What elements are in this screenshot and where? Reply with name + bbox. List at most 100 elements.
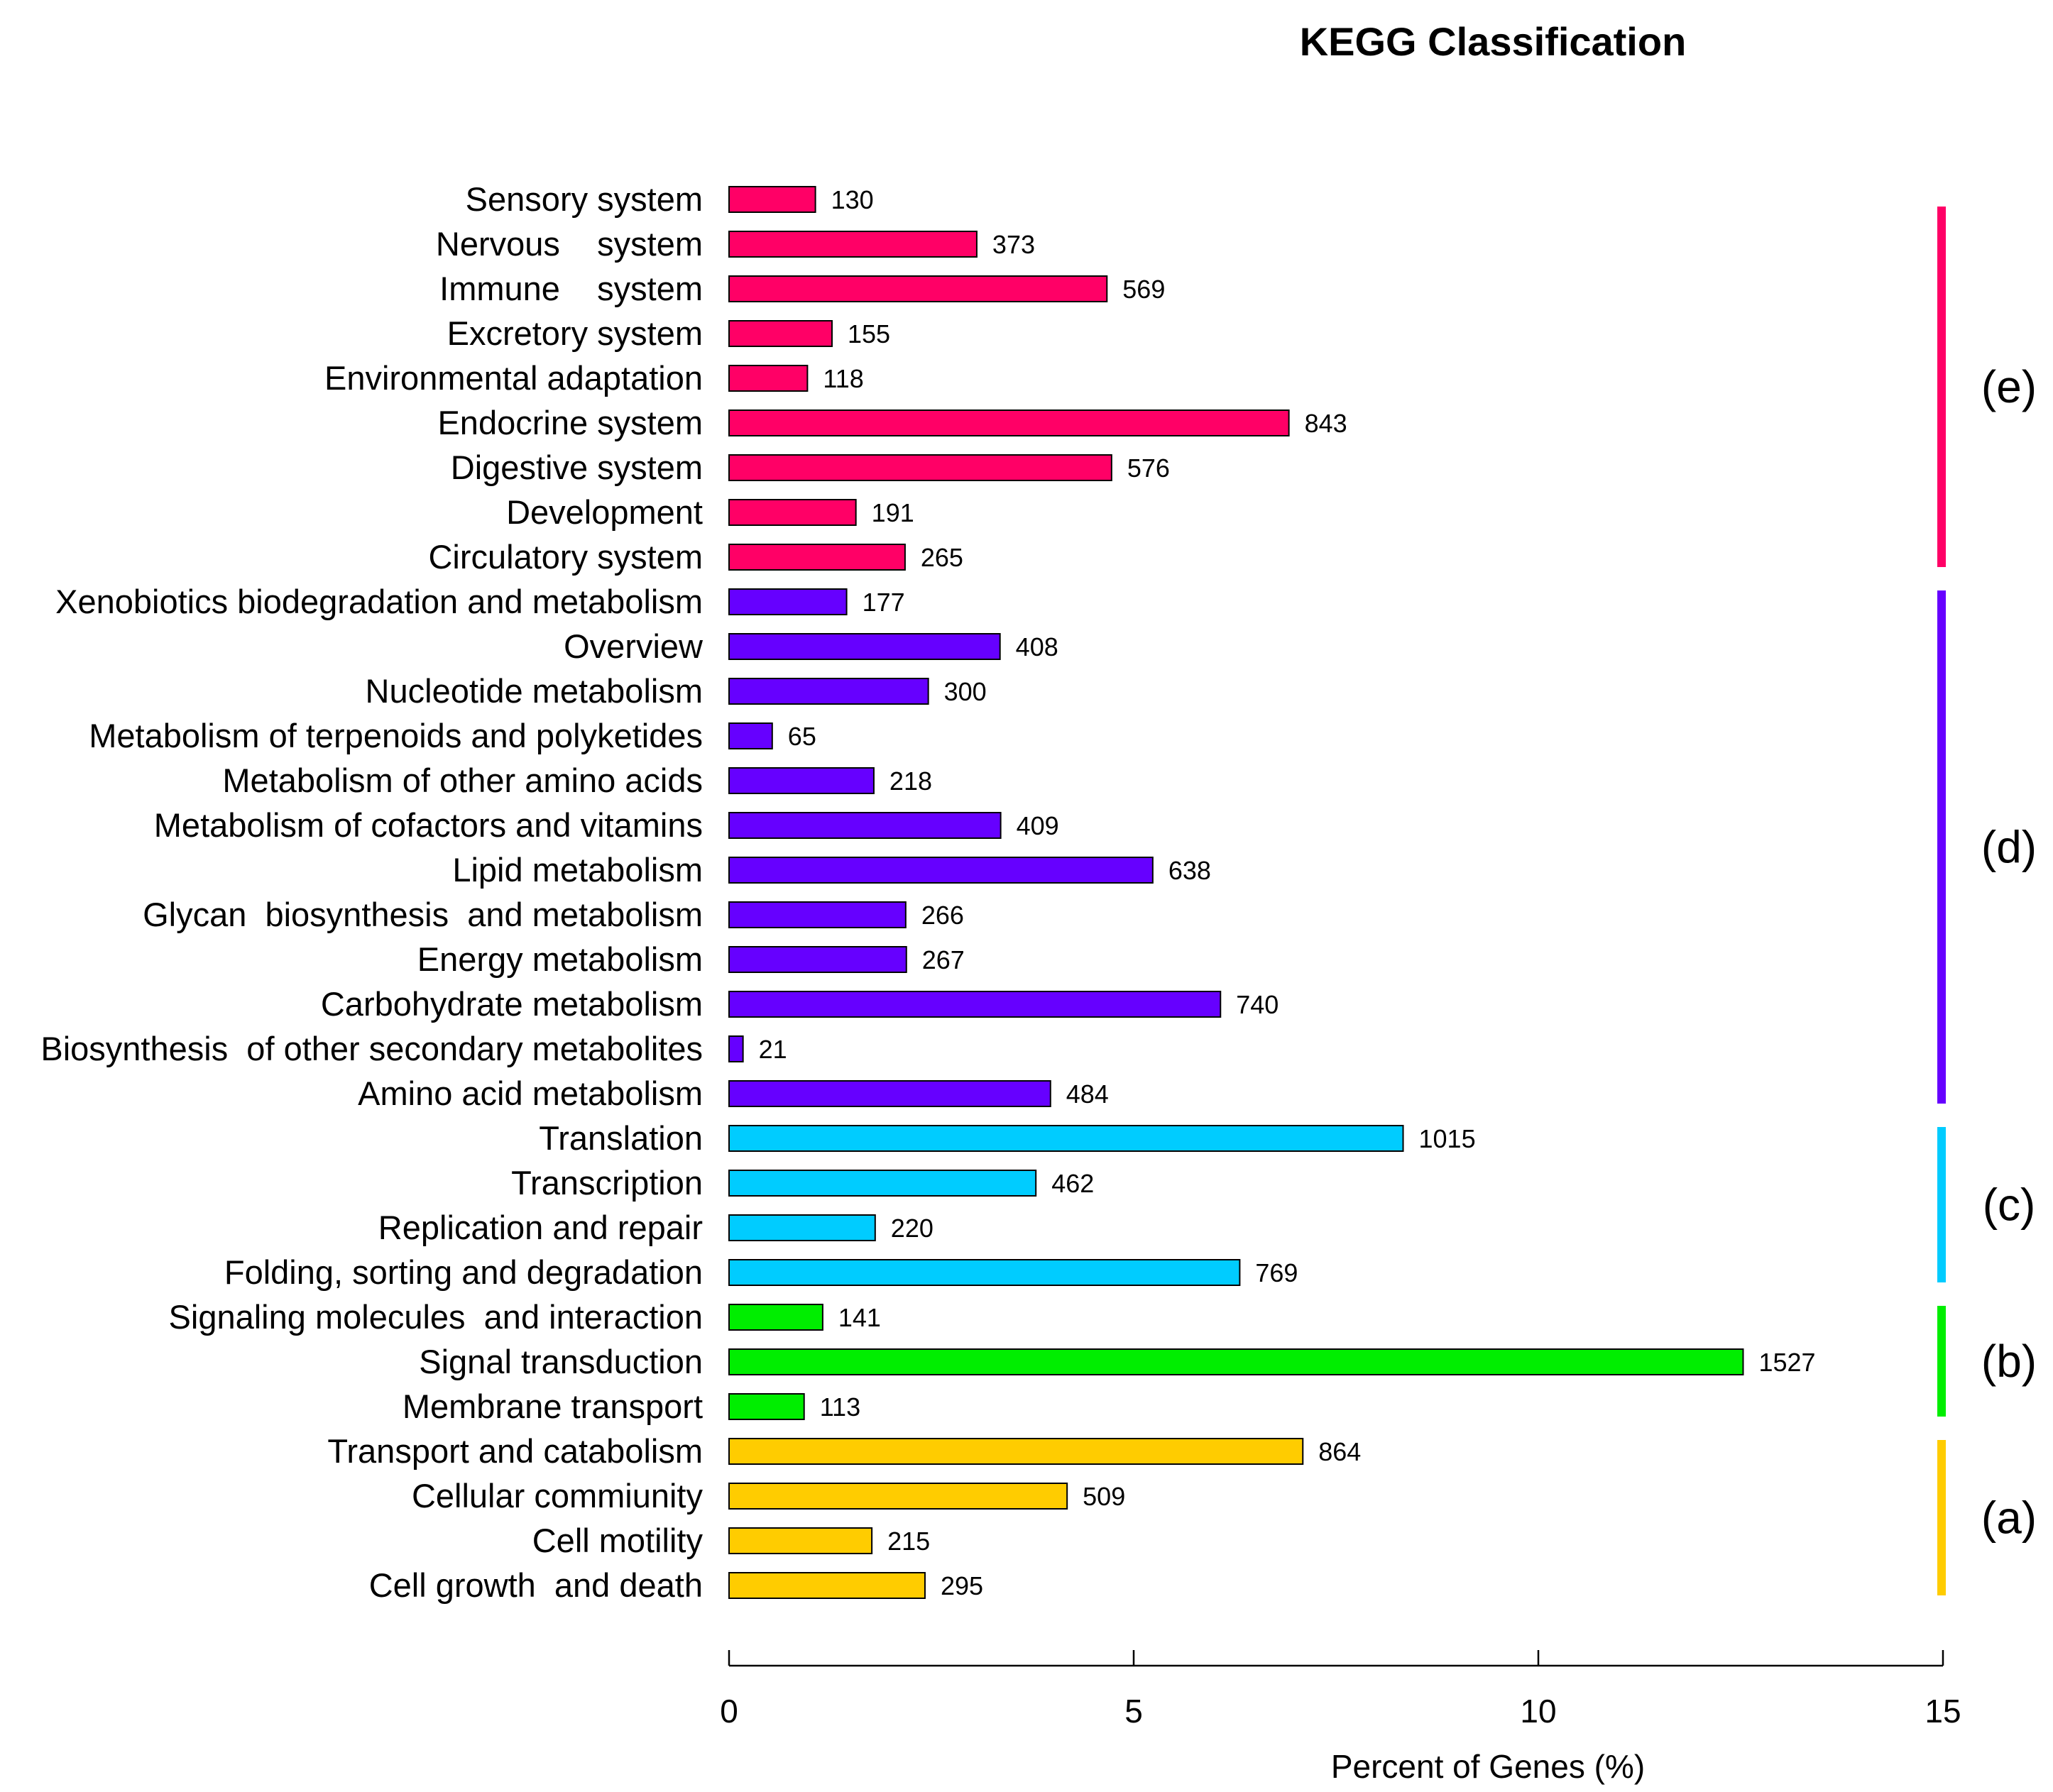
- bar: [728, 678, 929, 705]
- bar: [728, 857, 1154, 884]
- bar-row: Development 191: [506, 493, 914, 531]
- bar: [728, 454, 1112, 481]
- bar: [728, 1125, 1404, 1152]
- bar-row: Cell growth and death 295: [369, 1566, 983, 1604]
- bar-value-label: 509: [1083, 1482, 1125, 1511]
- bar: [728, 767, 875, 794]
- category-label: Sensory system: [466, 180, 703, 218]
- bar-value-label: 218: [889, 766, 932, 796]
- category-label: Biosynthesis of other secondary metaboli…: [40, 1030, 703, 1067]
- bar: [728, 275, 1108, 302]
- group-label: (c): [1983, 1180, 2036, 1231]
- group-label: (a): [1981, 1493, 2037, 1544]
- category-label: Transcription: [511, 1164, 703, 1202]
- bar-value-label: 295: [941, 1571, 983, 1600]
- category-label: Membrane transport: [403, 1387, 703, 1425]
- bar-row: Lipid metabolism 638: [452, 851, 1211, 889]
- bar-value-label: 113: [820, 1392, 860, 1422]
- x-tick-label: 5: [1124, 1693, 1143, 1730]
- bar-row: Endocrine system 843: [437, 404, 1347, 441]
- x-axis-label: Percent of Genes (%): [1331, 1748, 1645, 1785]
- category-label: Amino acid metabolism: [358, 1074, 703, 1112]
- bar: [728, 499, 857, 526]
- bar: [728, 588, 848, 615]
- bar: [728, 1483, 1068, 1510]
- bar: [728, 1527, 873, 1554]
- bar-row: Xenobiotics biodegradation and metabolis…: [55, 583, 905, 620]
- bar-value-label: 300: [944, 677, 987, 706]
- bar-row: Membrane transport 113: [403, 1387, 860, 1425]
- category-label: Immune system: [439, 270, 703, 307]
- bar-row: Energy metabolism 267: [417, 940, 965, 978]
- bar-value-label: 462: [1051, 1169, 1094, 1198]
- category-label: Carbohydrate metabolism: [321, 985, 703, 1023]
- bar-value-label: 155: [848, 319, 890, 348]
- bar-value-label: 141: [838, 1303, 881, 1332]
- bar-row: Translation 1015: [539, 1119, 1475, 1157]
- bar-row: Metabolism of other amino acids 218: [222, 762, 932, 799]
- category-label: Translation: [539, 1119, 703, 1157]
- bar-value-label: 484: [1066, 1079, 1109, 1109]
- bar: [728, 320, 833, 347]
- category-label: Development: [506, 493, 703, 531]
- bar: [728, 1170, 1037, 1197]
- bar-value-label: 769: [1255, 1258, 1298, 1287]
- bar-row: Signal transduction 1527: [419, 1343, 1815, 1380]
- category-label: Glycan biosynthesis and metabolism: [143, 896, 703, 933]
- category-label: Metabolism of terpenoids and polyketides: [89, 717, 703, 754]
- bar-row: Folding, sorting and degradation 769: [224, 1253, 1298, 1291]
- bars-layer: Sensory system 130 Nervous system 373 Immune…: [40, 180, 1815, 1604]
- category-label: Transport and catabolism: [327, 1432, 703, 1470]
- category-label: Excretory system: [447, 314, 703, 352]
- bar-row: Digestive system 576: [451, 449, 1170, 486]
- bar: [728, 409, 1290, 436]
- bar-row: Biosynthesis of other secondary metaboli…: [40, 1030, 787, 1067]
- bar-row: Carbohydrate metabolism 740: [321, 985, 1279, 1023]
- bar-row: Metabolism of cofactors and vitamins 409: [154, 806, 1059, 844]
- bar-value-label: 220: [891, 1214, 934, 1243]
- category-label: Lipid metabolism: [452, 851, 703, 889]
- bar: [728, 1259, 1241, 1286]
- category-label: Nucleotide metabolism: [366, 672, 703, 710]
- bar-value-label: 177: [863, 588, 905, 617]
- bar-value-label: 408: [1016, 632, 1058, 661]
- bar-value-label: 118: [823, 364, 863, 393]
- bar-value-label: 1015: [1419, 1124, 1476, 1153]
- category-label: Metabolism of cofactors and vitamins: [154, 806, 703, 844]
- category-label: Signal transduction: [419, 1343, 703, 1380]
- bar: [728, 812, 1002, 839]
- bar-value-label: 569: [1122, 275, 1165, 304]
- category-label: Circulatory system: [428, 538, 703, 576]
- bar-row: Sensory system 130: [466, 180, 874, 218]
- bar: [728, 544, 906, 571]
- bar: [728, 365, 809, 392]
- bar-value-label: 265: [921, 543, 963, 572]
- group-label: (e): [1981, 361, 2037, 412]
- x-axis: 0 5 10 15: [720, 1650, 1961, 1730]
- bar-value-label: 576: [1127, 454, 1170, 483]
- x-tick-label: 10: [1520, 1693, 1556, 1730]
- bar-value-label: 638: [1168, 856, 1211, 885]
- bar-value-label: 409: [1017, 811, 1059, 840]
- bar: [728, 901, 907, 928]
- category-label: Cellular commiunity: [412, 1477, 704, 1515]
- category-label: Cell motility: [532, 1522, 704, 1559]
- bar: [728, 1348, 1744, 1375]
- bar-value-label: 266: [921, 901, 964, 930]
- bar-row: Transcription 462: [511, 1164, 1094, 1202]
- category-label: Digestive system: [451, 449, 703, 486]
- bar-value-label: 21: [759, 1035, 787, 1064]
- category-label: Folding, sorting and degradation: [224, 1253, 703, 1291]
- bar: [728, 1393, 805, 1420]
- category-label: Replication and repair: [378, 1209, 703, 1246]
- bar-row: Nervous system 373: [436, 225, 1035, 263]
- bar-row: Cellular commiunity 509: [412, 1477, 1125, 1515]
- category-label: Nervous system: [436, 225, 703, 263]
- group-label: (b): [1981, 1336, 2037, 1387]
- bar: [728, 633, 1001, 660]
- bar: [728, 722, 773, 749]
- bar-row: Excretory system 155: [447, 314, 890, 352]
- bar: [728, 1035, 744, 1062]
- bar-row: Signaling molecules and interaction 141: [169, 1298, 881, 1336]
